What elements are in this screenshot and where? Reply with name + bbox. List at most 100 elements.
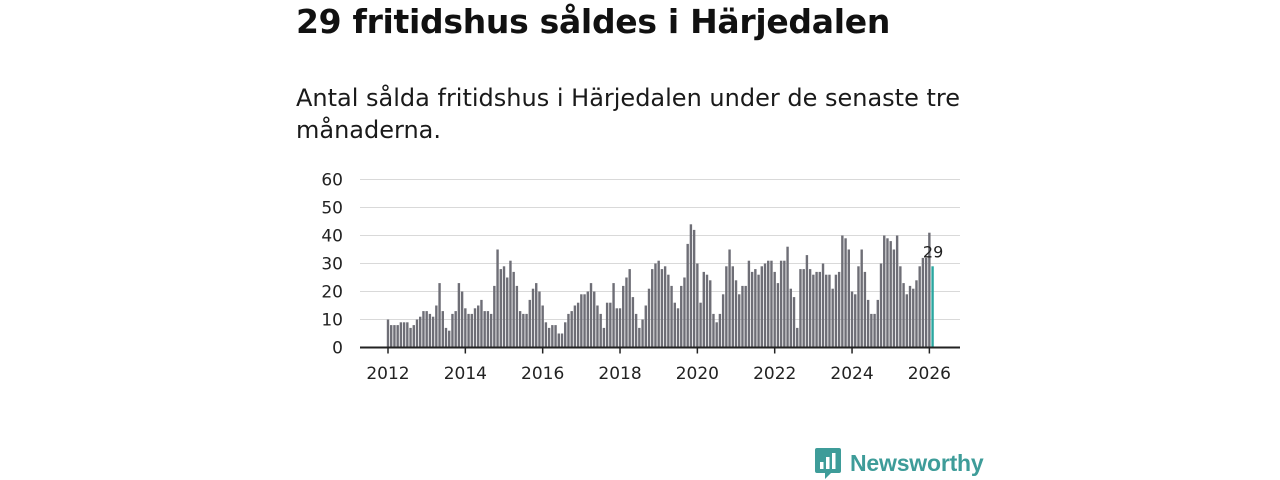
bar[interactable] (796, 327, 799, 348)
bar[interactable] (512, 271, 515, 348)
bar[interactable] (406, 322, 409, 348)
bar[interactable] (899, 266, 902, 348)
bar[interactable] (641, 319, 644, 348)
bar[interactable] (837, 271, 841, 348)
bar[interactable] (860, 249, 863, 348)
bar[interactable] (712, 313, 715, 348)
bar[interactable] (651, 269, 654, 348)
bar[interactable] (489, 313, 493, 348)
bar[interactable] (609, 302, 612, 348)
bar[interactable] (744, 285, 747, 348)
bar[interactable] (818, 271, 821, 348)
bar[interactable] (586, 291, 589, 348)
bar[interactable] (515, 285, 519, 348)
bar[interactable] (402, 322, 406, 348)
bar[interactable] (866, 299, 870, 348)
bar-latest[interactable] (931, 266, 934, 348)
bar[interactable] (412, 325, 415, 348)
bar[interactable] (699, 302, 702, 348)
bar[interactable] (680, 285, 683, 348)
bar[interactable] (580, 294, 583, 348)
bar[interactable] (702, 271, 705, 348)
bar[interactable] (599, 313, 602, 348)
bar[interactable] (767, 260, 770, 348)
bar[interactable] (776, 283, 780, 348)
bar[interactable] (789, 288, 792, 348)
bar[interactable] (905, 294, 908, 348)
bar[interactable] (847, 249, 850, 348)
bar[interactable] (583, 294, 586, 348)
bar[interactable] (547, 327, 551, 348)
bar[interactable] (921, 257, 925, 348)
bar[interactable] (850, 291, 854, 348)
bar[interactable] (828, 274, 831, 348)
bar[interactable] (522, 313, 525, 348)
bar[interactable] (870, 313, 873, 348)
bar[interactable] (886, 238, 889, 348)
bar[interactable] (567, 313, 570, 348)
bar[interactable] (715, 322, 718, 348)
bar[interactable] (895, 235, 899, 348)
bar[interactable] (863, 271, 867, 348)
bar[interactable] (683, 277, 686, 348)
bar[interactable] (509, 260, 512, 348)
bar[interactable] (441, 311, 444, 348)
bar[interactable] (805, 255, 809, 348)
bar[interactable] (747, 260, 751, 348)
bar[interactable] (460, 291, 464, 348)
bar[interactable] (634, 313, 638, 348)
bar[interactable] (696, 263, 699, 348)
bar[interactable] (399, 322, 403, 348)
bar[interactable] (551, 325, 554, 348)
bar[interactable] (915, 280, 918, 348)
bar[interactable] (802, 269, 805, 348)
bar[interactable] (496, 249, 499, 348)
bar[interactable] (593, 291, 596, 348)
bar[interactable] (602, 327, 606, 348)
bar[interactable] (718, 313, 722, 348)
bar[interactable] (676, 308, 680, 348)
bar[interactable] (705, 274, 709, 348)
bar[interactable] (557, 333, 560, 348)
bar[interactable] (786, 246, 789, 348)
bar[interactable] (464, 308, 467, 348)
bar[interactable] (518, 311, 522, 348)
bar[interactable] (773, 271, 776, 348)
bar[interactable] (754, 269, 757, 348)
bar[interactable] (834, 274, 838, 348)
bar[interactable] (444, 327, 448, 348)
bar[interactable] (692, 229, 696, 348)
bar[interactable] (419, 316, 422, 348)
bar[interactable] (812, 274, 815, 348)
bar[interactable] (770, 260, 773, 348)
bar[interactable] (435, 305, 438, 348)
bar[interactable] (457, 283, 461, 348)
bar[interactable] (760, 266, 763, 348)
bar[interactable] (908, 285, 912, 348)
bar[interactable] (589, 283, 593, 348)
bar[interactable] (425, 311, 428, 348)
bar[interactable] (506, 277, 509, 348)
bar[interactable] (502, 266, 506, 348)
bar[interactable] (876, 299, 879, 348)
bar[interactable] (573, 305, 577, 348)
bar[interactable] (570, 311, 573, 348)
bar[interactable] (576, 302, 580, 348)
bar[interactable] (628, 269, 631, 348)
bar[interactable] (779, 260, 783, 348)
bar[interactable] (757, 274, 760, 348)
bar[interactable] (738, 294, 741, 348)
bar[interactable] (741, 285, 744, 348)
bar[interactable] (731, 266, 734, 348)
bar[interactable] (844, 238, 847, 348)
bar[interactable] (654, 263, 657, 348)
bar[interactable] (825, 274, 828, 348)
bar[interactable] (647, 288, 651, 348)
bar[interactable] (857, 266, 860, 348)
bar[interactable] (879, 263, 883, 348)
bar[interactable] (918, 266, 921, 348)
bar[interactable] (625, 277, 628, 348)
bar[interactable] (883, 235, 886, 348)
bar[interactable] (792, 297, 796, 348)
bar[interactable] (467, 313, 470, 348)
